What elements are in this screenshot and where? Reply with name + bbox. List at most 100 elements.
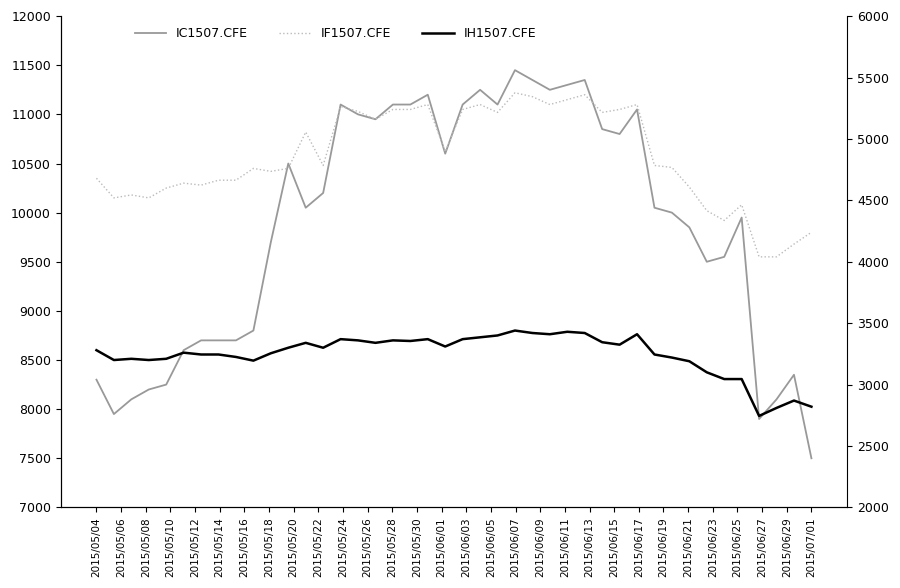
IC1507.CFE bbox=[788, 371, 799, 378]
IH1507.CFE bbox=[91, 347, 102, 354]
IH1507.CFE bbox=[143, 356, 154, 363]
IF1507.CFE bbox=[283, 165, 293, 172]
IF1507.CFE bbox=[178, 179, 189, 186]
IC1507.CFE bbox=[178, 347, 189, 354]
IC1507.CFE bbox=[388, 101, 399, 108]
IH1507.CFE bbox=[318, 344, 328, 351]
IC1507.CFE bbox=[318, 189, 328, 196]
IC1507.CFE bbox=[143, 386, 154, 393]
IH1507.CFE bbox=[649, 351, 660, 358]
IH1507.CFE bbox=[667, 354, 678, 361]
IC1507.CFE bbox=[597, 126, 608, 133]
IF1507.CFE bbox=[457, 106, 468, 113]
IC1507.CFE bbox=[492, 101, 503, 108]
IF1507.CFE bbox=[580, 91, 590, 98]
IF1507.CFE bbox=[143, 195, 154, 202]
IC1507.CFE bbox=[440, 150, 451, 157]
IH1507.CFE bbox=[806, 403, 817, 410]
IC1507.CFE bbox=[544, 86, 555, 93]
IC1507.CFE bbox=[562, 81, 572, 88]
IC1507.CFE bbox=[353, 111, 364, 118]
IF1507.CFE bbox=[527, 93, 538, 100]
Legend: IC1507.CFE, IF1507.CFE, IH1507.CFE: IC1507.CFE, IF1507.CFE, IH1507.CFE bbox=[130, 22, 541, 45]
IC1507.CFE bbox=[91, 376, 102, 383]
IC1507.CFE bbox=[806, 455, 817, 462]
IH1507.CFE bbox=[195, 351, 206, 358]
IF1507.CFE bbox=[335, 103, 346, 110]
IC1507.CFE bbox=[649, 204, 660, 211]
IF1507.CFE bbox=[109, 195, 120, 202]
IF1507.CFE bbox=[649, 162, 660, 169]
IF1507.CFE bbox=[632, 101, 643, 108]
IF1507.CFE bbox=[771, 253, 782, 260]
IC1507.CFE bbox=[509, 66, 520, 74]
IF1507.CFE bbox=[248, 165, 259, 172]
IF1507.CFE bbox=[667, 164, 678, 171]
IC1507.CFE bbox=[370, 116, 381, 123]
IH1507.CFE bbox=[544, 330, 555, 338]
IH1507.CFE bbox=[422, 336, 433, 343]
IF1507.CFE bbox=[91, 175, 102, 182]
IF1507.CFE bbox=[736, 201, 747, 208]
IC1507.CFE bbox=[266, 239, 276, 246]
IH1507.CFE bbox=[597, 339, 608, 346]
IF1507.CFE bbox=[301, 129, 311, 136]
IF1507.CFE bbox=[161, 185, 172, 192]
IF1507.CFE bbox=[422, 101, 433, 108]
IC1507.CFE bbox=[109, 410, 120, 417]
IH1507.CFE bbox=[527, 329, 538, 336]
IC1507.CFE bbox=[667, 209, 678, 216]
IC1507.CFE bbox=[684, 224, 695, 231]
IF1507.CFE bbox=[230, 176, 241, 183]
IF1507.CFE bbox=[509, 89, 520, 96]
IH1507.CFE bbox=[719, 376, 730, 383]
IH1507.CFE bbox=[580, 329, 590, 336]
IF1507.CFE bbox=[213, 176, 224, 183]
IH1507.CFE bbox=[213, 351, 224, 358]
IH1507.CFE bbox=[771, 405, 782, 412]
IF1507.CFE bbox=[370, 116, 381, 123]
IC1507.CFE bbox=[126, 396, 137, 403]
IC1507.CFE bbox=[753, 416, 764, 423]
IF1507.CFE bbox=[806, 229, 817, 236]
IC1507.CFE bbox=[405, 101, 416, 108]
IH1507.CFE bbox=[266, 350, 276, 357]
IH1507.CFE bbox=[509, 327, 520, 334]
IC1507.CFE bbox=[335, 101, 346, 108]
IF1507.CFE bbox=[562, 96, 572, 103]
IC1507.CFE bbox=[736, 214, 747, 221]
IH1507.CFE bbox=[614, 341, 625, 348]
IH1507.CFE bbox=[632, 330, 643, 338]
IF1507.CFE bbox=[195, 182, 206, 189]
IF1507.CFE bbox=[719, 217, 730, 224]
IH1507.CFE bbox=[126, 355, 137, 362]
IF1507.CFE bbox=[405, 106, 416, 113]
IF1507.CFE bbox=[474, 101, 485, 108]
IH1507.CFE bbox=[161, 355, 172, 362]
IH1507.CFE bbox=[753, 412, 764, 419]
IH1507.CFE bbox=[353, 337, 364, 344]
IF1507.CFE bbox=[318, 162, 328, 169]
IF1507.CFE bbox=[597, 109, 608, 116]
Line: IC1507.CFE: IC1507.CFE bbox=[96, 70, 812, 458]
IF1507.CFE bbox=[126, 192, 137, 199]
Line: IF1507.CFE: IF1507.CFE bbox=[96, 93, 812, 257]
IH1507.CFE bbox=[109, 356, 120, 363]
IF1507.CFE bbox=[753, 253, 764, 260]
IC1507.CFE bbox=[248, 327, 259, 334]
IF1507.CFE bbox=[614, 106, 625, 113]
IF1507.CFE bbox=[492, 109, 503, 116]
IC1507.CFE bbox=[457, 101, 468, 108]
IH1507.CFE bbox=[405, 338, 416, 345]
IH1507.CFE bbox=[474, 334, 485, 341]
IC1507.CFE bbox=[301, 204, 311, 211]
IH1507.CFE bbox=[283, 344, 293, 351]
IH1507.CFE bbox=[178, 349, 189, 356]
IH1507.CFE bbox=[736, 376, 747, 383]
IC1507.CFE bbox=[527, 76, 538, 83]
IC1507.CFE bbox=[422, 91, 433, 98]
IH1507.CFE bbox=[248, 357, 259, 364]
IC1507.CFE bbox=[161, 381, 172, 388]
IF1507.CFE bbox=[788, 240, 799, 248]
IH1507.CFE bbox=[492, 332, 503, 339]
